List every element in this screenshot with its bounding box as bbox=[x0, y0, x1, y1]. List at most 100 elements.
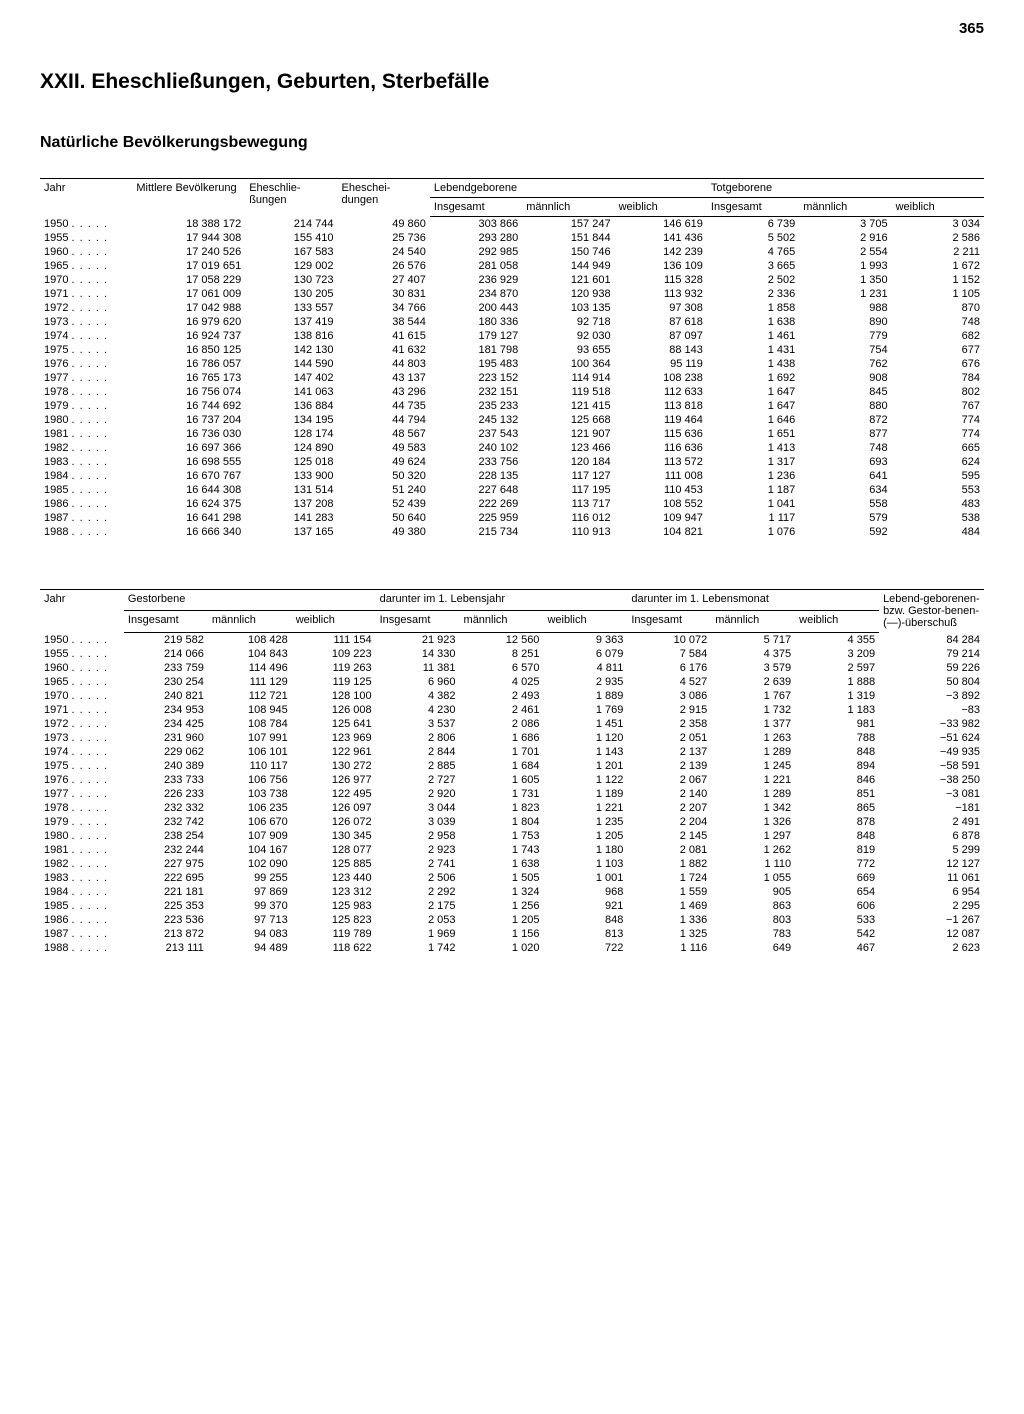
value-cell: 214 066 bbox=[124, 647, 208, 661]
value-cell: 1 469 bbox=[627, 899, 711, 913]
value-cell: 2 958 bbox=[376, 829, 460, 843]
year-cell: 1950 . . . . . bbox=[40, 632, 124, 647]
value-cell: 219 582 bbox=[124, 632, 208, 647]
table-row: 1950 . . . . .219 582108 428111 15421 92… bbox=[40, 632, 984, 647]
value-cell: 1 116 bbox=[627, 941, 711, 955]
value-cell: 16 756 074 bbox=[132, 385, 245, 399]
value-cell: 1 672 bbox=[892, 259, 984, 273]
value-cell: −1 267 bbox=[879, 913, 984, 927]
value-cell: 25 736 bbox=[338, 231, 430, 245]
value-cell: 1 235 bbox=[543, 815, 627, 829]
group-infant-month: darunter im 1. Lebensmonat bbox=[627, 590, 879, 611]
value-cell: 894 bbox=[795, 759, 879, 773]
value-cell: 1 262 bbox=[711, 843, 795, 857]
sub-female: weiblich bbox=[892, 198, 984, 217]
value-cell: 133 900 bbox=[245, 469, 337, 483]
year-cell: 1981 . . . . . bbox=[40, 427, 132, 441]
value-cell: 48 567 bbox=[338, 427, 430, 441]
value-cell: 113 717 bbox=[522, 497, 614, 511]
value-cell: 233 759 bbox=[124, 661, 208, 675]
value-cell: 1 684 bbox=[460, 759, 544, 773]
value-cell: 592 bbox=[799, 525, 891, 539]
value-cell: 2 053 bbox=[376, 913, 460, 927]
value-cell: 1 647 bbox=[707, 385, 799, 399]
value-cell: 121 601 bbox=[522, 273, 614, 287]
year-cell: 1965 . . . . . bbox=[40, 259, 132, 273]
value-cell: 17 061 009 bbox=[132, 287, 245, 301]
value-cell: 1 055 bbox=[711, 871, 795, 885]
value-cell: 142 239 bbox=[615, 245, 707, 259]
value-cell: 180 336 bbox=[430, 315, 522, 329]
value-cell: 108 784 bbox=[208, 717, 292, 731]
year-cell: 1986 . . . . . bbox=[40, 497, 132, 511]
value-cell: 16 850 125 bbox=[132, 343, 245, 357]
value-cell: 214 744 bbox=[245, 217, 337, 232]
value-cell: 130 345 bbox=[292, 829, 376, 843]
value-cell: 872 bbox=[799, 413, 891, 427]
value-cell: 121 415 bbox=[522, 399, 614, 413]
value-cell: 229 062 bbox=[124, 745, 208, 759]
year-cell: 1985 . . . . . bbox=[40, 483, 132, 497]
value-cell: 649 bbox=[711, 941, 795, 955]
value-cell: 4 230 bbox=[376, 703, 460, 717]
value-cell: 147 402 bbox=[245, 371, 337, 385]
value-cell: 2 204 bbox=[627, 815, 711, 829]
value-cell: −181 bbox=[879, 801, 984, 815]
table-row: 1981 . . . . .16 736 030128 17448 567237… bbox=[40, 427, 984, 441]
table-row: 1955 . . . . .214 066104 843109 22314 33… bbox=[40, 647, 984, 661]
group-infant-year: darunter im 1. Lebensjahr bbox=[376, 590, 628, 611]
value-cell: 1 105 bbox=[892, 287, 984, 301]
value-cell: 2 586 bbox=[892, 231, 984, 245]
value-cell: 232 151 bbox=[430, 385, 522, 399]
value-cell: 225 353 bbox=[124, 899, 208, 913]
value-cell: 4 527 bbox=[627, 675, 711, 689]
year-cell: 1973 . . . . . bbox=[40, 731, 124, 745]
value-cell: 981 bbox=[795, 717, 879, 731]
value-cell: 722 bbox=[543, 941, 627, 955]
value-cell: 155 410 bbox=[245, 231, 337, 245]
year-cell: 1978 . . . . . bbox=[40, 801, 124, 815]
value-cell: 845 bbox=[799, 385, 891, 399]
value-cell: 17 058 229 bbox=[132, 273, 245, 287]
value-cell: 1 888 bbox=[795, 675, 879, 689]
value-cell: −49 935 bbox=[879, 745, 984, 759]
value-cell: 1 189 bbox=[543, 787, 627, 801]
value-cell: 803 bbox=[711, 913, 795, 927]
value-cell: 17 240 526 bbox=[132, 245, 245, 259]
value-cell: 9 363 bbox=[543, 632, 627, 647]
value-cell: 1 731 bbox=[460, 787, 544, 801]
value-cell: 12 087 bbox=[879, 927, 984, 941]
value-cell: 848 bbox=[543, 913, 627, 927]
value-cell: 44 735 bbox=[338, 399, 430, 413]
table-row: 1981 . . . . .232 244104 167128 0772 923… bbox=[40, 843, 984, 857]
value-cell: 119 789 bbox=[292, 927, 376, 941]
value-cell: 1 377 bbox=[711, 717, 795, 731]
value-cell: 1 289 bbox=[711, 787, 795, 801]
value-cell: 3 665 bbox=[707, 259, 799, 273]
sub-male: männlich bbox=[522, 198, 614, 217]
value-cell: 1 001 bbox=[543, 871, 627, 885]
value-cell: 126 097 bbox=[292, 801, 376, 815]
value-cell: 669 bbox=[795, 871, 879, 885]
value-cell: 484 bbox=[892, 525, 984, 539]
value-cell: 863 bbox=[711, 899, 795, 913]
table-row: 1955 . . . . .17 944 308155 41025 736293… bbox=[40, 231, 984, 245]
table-row: 1973 . . . . .16 979 620137 41938 544180… bbox=[40, 315, 984, 329]
value-cell: 50 320 bbox=[338, 469, 430, 483]
value-cell: 767 bbox=[892, 399, 984, 413]
value-cell: 293 280 bbox=[430, 231, 522, 245]
year-cell: 1984 . . . . . bbox=[40, 469, 132, 483]
table-row: 1983 . . . . .222 69599 255123 4402 5061… bbox=[40, 871, 984, 885]
value-cell: 107 991 bbox=[208, 731, 292, 745]
value-cell: 130 272 bbox=[292, 759, 376, 773]
value-cell: 125 641 bbox=[292, 717, 376, 731]
value-cell: 238 254 bbox=[124, 829, 208, 843]
value-cell: 754 bbox=[799, 343, 891, 357]
value-cell: 4 382 bbox=[376, 689, 460, 703]
value-cell: 130 723 bbox=[245, 273, 337, 287]
table-row: 1971 . . . . .234 953108 945126 0084 230… bbox=[40, 703, 984, 717]
value-cell: 38 544 bbox=[338, 315, 430, 329]
sub-male: männlich bbox=[711, 611, 795, 632]
value-cell: 16 744 692 bbox=[132, 399, 245, 413]
value-cell: 122 961 bbox=[292, 745, 376, 759]
